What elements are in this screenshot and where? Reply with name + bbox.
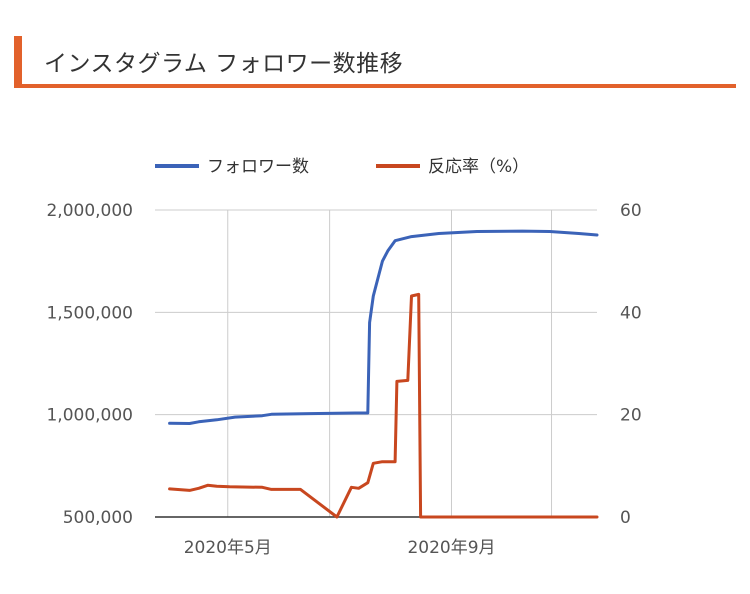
tick-labels: 500,000 0 1,000,000 20 1,500,000 40 2,000,000 6… <box>46 201 641 558</box>
legend-label-followers: フォロワー数 <box>207 157 309 177</box>
legend: フォロワー数 反応率（%） <box>155 157 529 177</box>
page-header: インスタグラム フォロワー数推移 <box>14 36 736 88</box>
y-left-tick-label: 1,000,000 <box>46 406 133 426</box>
y-left-tick-label: 500,000 <box>63 508 133 528</box>
followers-series-line <box>168 229 599 425</box>
page-title: インスタグラム フォロワー数推移 <box>44 51 404 77</box>
y-left-tick-label: 2,000,000 <box>46 201 133 221</box>
y-right-tick-label: 20 <box>620 406 642 426</box>
x-tick-label: 2020年9月 <box>407 538 495 558</box>
y-right-tick-label: 60 <box>620 201 642 221</box>
engagement-series-line <box>168 292 599 519</box>
legend-label-engagement: 反応率（%） <box>428 157 529 177</box>
x-tick-label: 2020年5月 <box>184 538 272 558</box>
y-right-tick-label: 0 <box>620 508 631 528</box>
series-lines <box>168 229 599 519</box>
y-left-tick-label: 1,500,000 <box>46 303 133 323</box>
y-right-tick-label: 40 <box>620 303 642 323</box>
grid-lines <box>155 209 597 517</box>
